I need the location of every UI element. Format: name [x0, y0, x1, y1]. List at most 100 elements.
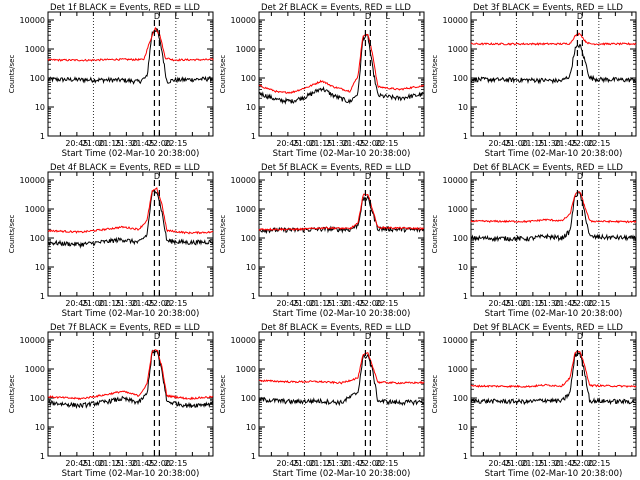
y-tick-label: 1000 [25, 45, 45, 54]
panel-det-8: Det 8f BLACK = Events, RED = LLD 20:45 21:… [219, 323, 425, 479]
y-tick-label: 10 [35, 423, 45, 432]
y-axis-label: Counts/sec [8, 55, 16, 94]
y-tick-label: 100 [241, 394, 256, 403]
x-tick-label: 22:15 [587, 299, 610, 308]
x-tick-label: 21:45 [554, 139, 577, 148]
y-tick-label: 1 [40, 292, 45, 301]
y-tick-label: 1000 [448, 45, 468, 54]
x-tick-label: 21:45 [342, 459, 365, 468]
marker-l-label: L [385, 172, 390, 181]
marker-d-label: D [154, 332, 160, 341]
y-tick-label: 1 [40, 452, 45, 461]
y-tick-label: 1 [463, 292, 468, 301]
plot-frame [47, 331, 214, 457]
x-tick-label: 22:00 [359, 299, 382, 308]
plot-frame [258, 171, 425, 297]
panel-title: Det 1f BLACK = Events, RED = LLD [50, 3, 200, 13]
panel-det-3: Det 3f BLACK = Events, RED = LLD20:4521:… [431, 3, 637, 159]
y-tick-label: 10 [35, 103, 45, 112]
y-tick-label: 1000 [25, 365, 45, 374]
plot-frame [47, 11, 214, 137]
y-tick-label: 100 [453, 394, 468, 403]
x-tick-label: 22:00 [571, 139, 594, 148]
x-axis-label: Start Time (02-Mar-10 20:38:00) [485, 149, 623, 159]
x-axis-label: Start Time (02-Mar-10 20:38:00) [485, 309, 623, 319]
x-tick-label: 22:15 [164, 139, 187, 148]
y-tick-label: 10000 [231, 336, 256, 345]
x-tick-label: 22:15 [164, 299, 187, 308]
y-tick-label: 1000 [25, 205, 45, 214]
series-events-line [470, 352, 637, 406]
x-tick-label: 21:30 [115, 459, 138, 468]
x-tick-label: 22:15 [587, 459, 610, 468]
y-axis-label: Counts/sec [8, 215, 16, 254]
x-tick-label: 21:00 [82, 459, 105, 468]
y-tick-label: 100 [453, 234, 468, 243]
x-tick-label: 21:15 [521, 139, 544, 148]
x-tick-label: 20:45 [65, 459, 88, 468]
y-tick-label: 10000 [20, 176, 45, 185]
x-tick-label: 21:00 [505, 139, 528, 148]
panel-title: Det 3f BLACK = Events, RED = LLD [473, 3, 623, 13]
x-tick-label: 21:00 [505, 459, 528, 468]
x-tick-label: 21:30 [326, 139, 349, 148]
x-tick-label: 21:15 [309, 139, 332, 148]
series-events-line [47, 190, 214, 249]
y-tick-label: 1000 [236, 45, 256, 54]
marker-d-label: D [577, 172, 583, 181]
x-tick-label: 21:15 [98, 459, 121, 468]
y-tick-label: 1 [463, 132, 468, 141]
x-tick-label: 21:15 [309, 299, 332, 308]
series-events-line [258, 353, 425, 407]
y-axis-label: Counts/sec [219, 375, 227, 414]
series-events-line [259, 194, 425, 235]
x-tick-label: 21:15 [98, 139, 121, 148]
x-tick-label: 22:00 [571, 459, 594, 468]
marker-l-label: L [597, 332, 602, 341]
y-axis-label: Counts/sec [431, 55, 439, 94]
y-tick-label: 10 [458, 103, 468, 112]
y-tick-label: 10000 [231, 16, 256, 25]
x-tick-label: 21:45 [554, 459, 577, 468]
x-axis-label: Start Time (02-Mar-10 20:38:00) [485, 469, 623, 479]
panel-title: Det 8f BLACK = Events, RED = LLD [261, 323, 411, 333]
x-tick-label: 21:00 [293, 299, 316, 308]
x-tick-label: 21:00 [82, 299, 105, 308]
y-tick-label: 10000 [231, 176, 256, 185]
x-tick-label: 22:15 [164, 459, 187, 468]
x-tick-label: 21:30 [326, 459, 349, 468]
x-tick-label: 21:45 [131, 459, 154, 468]
x-tick-label: 22:00 [148, 299, 171, 308]
x-tick-label: 21:45 [131, 299, 154, 308]
panel-title: Det 7f BLACK = Events, RED = LLD [50, 323, 200, 333]
y-tick-label: 10 [246, 103, 256, 112]
x-tick-label: 22:00 [359, 459, 382, 468]
x-tick-label: 22:00 [359, 139, 382, 148]
panel-title: Det 5f BLACK = Events, RED = LLD [261, 163, 411, 173]
marker-d-label: D [577, 12, 583, 21]
x-tick-label: 20:45 [65, 139, 88, 148]
y-tick-label: 1000 [448, 205, 468, 214]
y-tick-label: 10000 [443, 16, 468, 25]
x-tick-label: 22:15 [375, 299, 398, 308]
series-events-line [48, 349, 214, 410]
y-axis-label: Counts/sec [431, 375, 439, 414]
x-tick-label: 22:15 [587, 139, 610, 148]
y-tick-label: 100 [241, 234, 256, 243]
x-axis-label: Start Time (02-Mar-10 20:38:00) [273, 469, 411, 479]
x-tick-label: 20:45 [276, 139, 299, 148]
marker-l-label: L [597, 172, 602, 181]
series-lld-line [47, 26, 214, 62]
y-tick-label: 1 [40, 132, 45, 141]
y-tick-label: 10000 [20, 16, 45, 25]
y-tick-label: 1 [251, 452, 256, 461]
y-axis-label: Counts/sec [8, 375, 16, 414]
x-axis-label: Start Time (02-Mar-10 20:38:00) [62, 309, 200, 319]
series-lld-line [470, 350, 637, 389]
plot-frame [470, 171, 637, 297]
x-tick-label: 20:45 [276, 459, 299, 468]
panel-title: Det 4f BLACK = Events, RED = LLD [50, 163, 200, 173]
x-tick-label: 21:45 [554, 299, 577, 308]
marker-d-label: D [365, 172, 371, 181]
